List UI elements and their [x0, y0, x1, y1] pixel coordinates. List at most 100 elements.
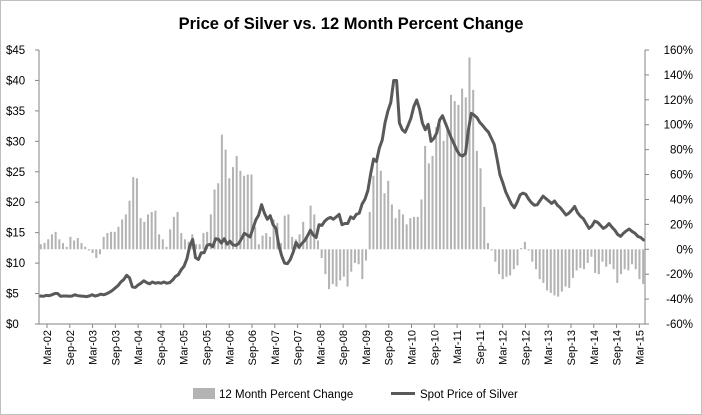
- right-tick-label: -60%: [666, 319, 693, 331]
- x-tick-label: Mar-13: [543, 330, 555, 365]
- bar: [379, 170, 382, 250]
- bar: [523, 241, 526, 250]
- bar: [453, 101, 456, 250]
- bar: [291, 236, 294, 250]
- bar: [597, 249, 600, 275]
- bar: [87, 249, 90, 251]
- bar: [601, 249, 604, 262]
- bar: [612, 249, 615, 270]
- left-tick-label: $45: [6, 45, 25, 57]
- left-tick-label: $30: [6, 136, 25, 148]
- x-tick-label: Sep-13: [566, 330, 578, 365]
- bar: [110, 231, 113, 250]
- bar: [309, 205, 312, 250]
- line-series-group: [38, 78, 646, 299]
- bar: [47, 239, 50, 250]
- bar: [438, 124, 441, 250]
- bar: [165, 246, 168, 250]
- bar: [161, 239, 164, 250]
- bar: [43, 243, 46, 250]
- x-tick-label: Mar-04: [133, 330, 145, 365]
- bar: [409, 218, 412, 250]
- bar: [283, 215, 286, 250]
- bar: [250, 174, 253, 250]
- bar: [158, 234, 161, 250]
- left-tick-label: $15: [6, 228, 25, 240]
- bar: [139, 218, 142, 250]
- bar: [231, 167, 235, 250]
- bar: [468, 57, 471, 250]
- x-tick-label: Sep-08: [338, 330, 350, 365]
- bar: [446, 127, 449, 250]
- x-tick-label: Sep-14: [612, 330, 624, 365]
- right-tick-label: 100%: [664, 120, 693, 132]
- bar: [98, 249, 101, 255]
- bar: [387, 180, 390, 250]
- bar: [527, 249, 530, 251]
- bar: [298, 234, 301, 250]
- bar: [634, 249, 637, 270]
- x-tick-label: Mar-05: [179, 330, 191, 365]
- bar: [346, 249, 349, 287]
- left-tick-label: $25: [6, 167, 25, 179]
- right-tick-label: 160%: [664, 45, 693, 57]
- x-tick-label: Mar-06: [224, 330, 236, 365]
- bar: [619, 249, 622, 275]
- bar: [424, 145, 427, 250]
- bar: [557, 249, 560, 297]
- bar: [195, 244, 198, 250]
- bar: [150, 211, 153, 250]
- bar: [431, 155, 434, 250]
- bar: [84, 246, 87, 250]
- bar: [498, 249, 501, 275]
- axes: [38, 50, 646, 325]
- bar: [176, 211, 179, 250]
- bar: [80, 243, 83, 250]
- bar: [627, 249, 630, 271]
- bar: [154, 210, 157, 250]
- bar: [220, 134, 223, 250]
- bar: [73, 240, 76, 250]
- right-tick-label: -20%: [666, 269, 693, 281]
- x-tick-label: Sep-06: [247, 330, 259, 365]
- bar: [353, 249, 356, 263]
- legend-swatch-bar: [193, 388, 215, 399]
- bar: [631, 249, 634, 265]
- bar: [501, 249, 504, 280]
- bar: [69, 236, 72, 250]
- bar: [494, 249, 497, 262]
- bar: [268, 236, 271, 250]
- bar: [442, 140, 445, 250]
- chart-title: Price of Silver vs. 12 Month Percent Cha…: [179, 15, 524, 33]
- bar: [516, 249, 519, 266]
- bar: [54, 231, 57, 250]
- bar: [350, 249, 353, 272]
- bar: [427, 163, 430, 250]
- bar: [224, 149, 227, 250]
- bar: [257, 244, 260, 250]
- bar: [239, 170, 242, 250]
- x-tick-label: Sep-11: [475, 330, 487, 365]
- bar: [76, 238, 79, 250]
- bar: [143, 221, 146, 250]
- left-tick-label: $40: [6, 75, 25, 87]
- bar: [121, 219, 124, 250]
- right-tick-label: 20%: [670, 219, 693, 231]
- right-tick-label: 0%: [676, 244, 693, 256]
- bar: [420, 199, 423, 250]
- bar: [401, 214, 404, 250]
- right-tick-label: 120%: [664, 95, 693, 107]
- bar: [206, 231, 209, 250]
- right-tick-label: -40%: [666, 294, 693, 306]
- bar: [65, 246, 68, 250]
- bar: [302, 221, 305, 250]
- bar: [106, 233, 109, 250]
- bar: [91, 249, 94, 254]
- bar: [324, 249, 327, 275]
- bar: [180, 233, 183, 250]
- bar: [128, 200, 131, 250]
- right-tick-label: 80%: [670, 145, 693, 157]
- bar: [394, 218, 397, 250]
- bar: [113, 231, 116, 250]
- bar: [169, 229, 172, 250]
